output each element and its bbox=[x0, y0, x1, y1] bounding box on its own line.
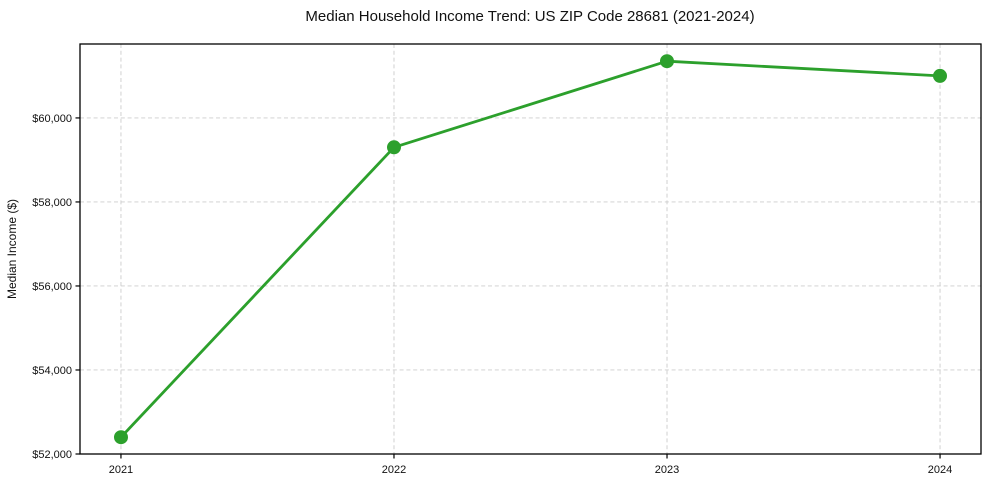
data-point bbox=[387, 140, 401, 155]
x-tick-label: 2021 bbox=[109, 464, 133, 476]
x-tick-label: 2023 bbox=[655, 464, 679, 476]
y-tick-label: $52,000 bbox=[32, 449, 72, 461]
plot-area: $52,000 $54,000 $56,000 $58,000 $60,000 2021 2… bbox=[32, 43, 982, 476]
chart-title: Median Household Income Trend: US ZIP Co… bbox=[305, 8, 754, 25]
y-tick-label: $58,000 bbox=[32, 197, 72, 209]
data-point bbox=[660, 54, 674, 69]
x-tick-label: 2022 bbox=[382, 464, 406, 476]
data-point bbox=[114, 430, 128, 445]
series-line bbox=[119, 59, 942, 439]
y-axis-label: Median Income ($) bbox=[5, 199, 19, 299]
x-tick-label: 2024 bbox=[928, 464, 952, 476]
data-point bbox=[933, 68, 947, 83]
y-tick-label: $54,000 bbox=[32, 365, 72, 377]
y-tick-label: $56,000 bbox=[32, 281, 72, 293]
plot-border bbox=[79, 43, 982, 455]
y-tick-label: $60,000 bbox=[32, 113, 72, 125]
